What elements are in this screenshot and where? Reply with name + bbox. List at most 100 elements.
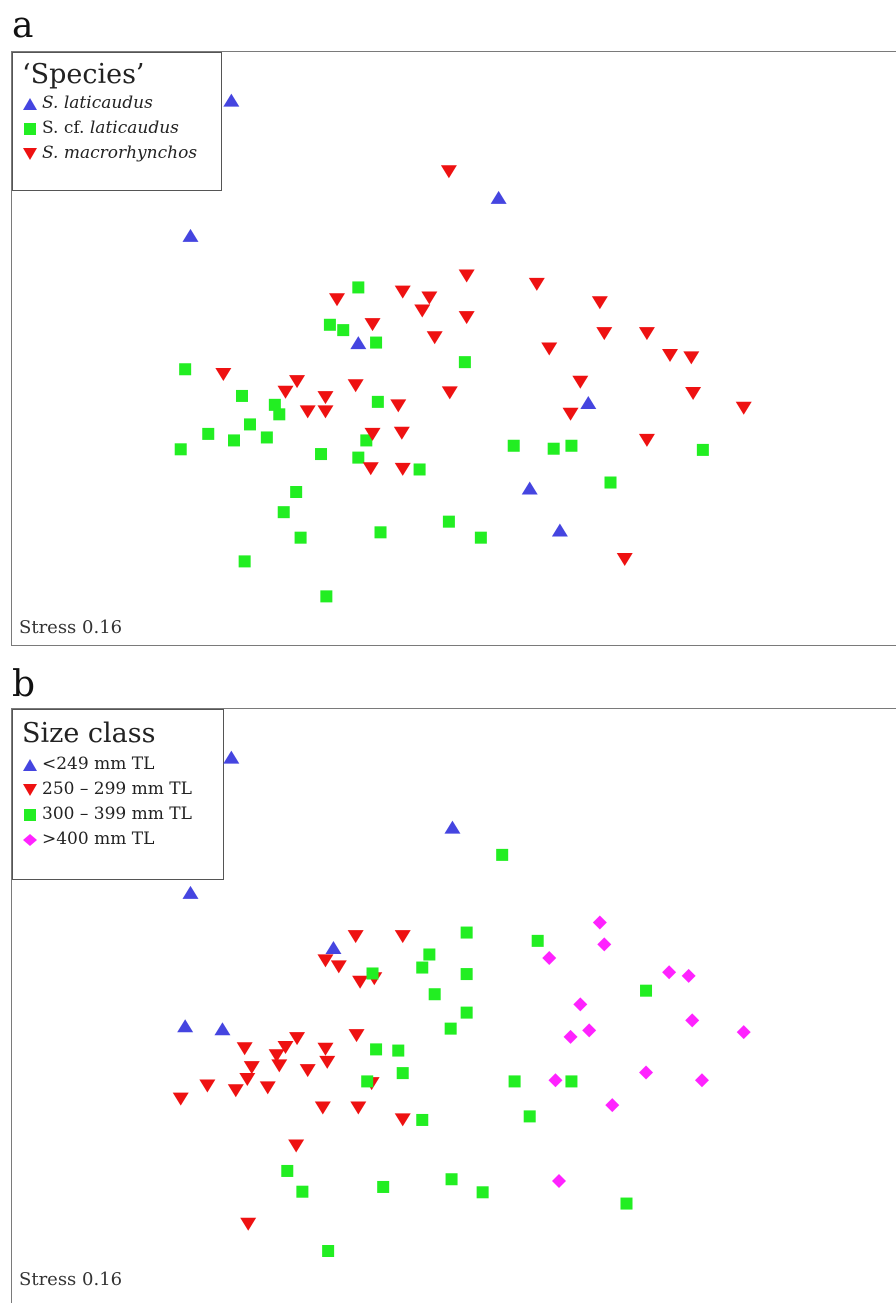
data-point-square [315,448,328,461]
data-point-triangle-down [227,1084,244,1098]
panel-b-legend: Size class <249 mm TL 250 – 299 mm TL 30… [12,709,224,880]
data-point-square [290,486,303,499]
data-point-square [323,318,336,331]
data-point-square [396,1067,409,1080]
data-point-square [320,590,333,603]
data-point-square [337,324,350,337]
data-point-triangle-down [317,954,334,968]
legend-item-size-300-399: 300 – 399 mm TL [22,806,223,823]
data-point-triangle-down [364,427,381,441]
data-point-triangle-down [591,296,608,310]
data-point-triangle-down [347,379,364,393]
data-point-square [476,1186,489,1199]
panel-b-letter: b [12,664,36,705]
panel-b-plot-area: Size class <249 mm TL 250 – 299 mm TL 30… [11,708,896,1303]
data-point-square [281,1164,294,1177]
data-point-square [428,988,441,1001]
data-point-triangle-down [394,930,411,944]
data-point-square [294,531,307,544]
data-point-square [423,948,436,961]
data-point-triangle-down [350,1101,367,1115]
data-point-square [260,431,273,444]
data-point-square [228,434,240,447]
legend-item-size-gt400: >400 mm TL [22,831,223,848]
data-point-square [371,395,384,408]
data-point-triangle-down [562,407,579,421]
legend-item-size-250-299: 250 – 299 mm TL [22,781,223,798]
data-point-square [640,984,653,997]
legend-label: <249 mm TL [42,754,155,774]
data-point-triangle-up [182,228,199,242]
data-point-square [277,506,290,519]
legend-item-size-lt249: <249 mm TL [22,756,223,773]
data-point-diamond [597,937,612,952]
data-point-square [361,1075,374,1088]
panel-a-letter: a [12,5,34,46]
diamond-marker-icon [23,833,37,846]
data-point-triangle-up [182,885,199,899]
panel-b-legend-title: Size class [22,718,156,749]
data-point-triangle-down [458,311,475,325]
data-point-square [243,418,256,431]
data-point-triangle-down [288,1139,305,1153]
data-point-square [531,934,544,947]
data-point-triangle-up [350,336,367,350]
data-point-square [496,848,509,861]
data-point-square [360,434,373,447]
data-point-triangle-down [172,1092,189,1106]
legend-item-s-macrorhynchos: S. macrorhynchos [22,145,221,162]
data-point-triangle-down [299,1064,316,1078]
data-point-triangle-up [325,940,342,954]
data-point-square [238,555,251,568]
data-point-triangle-up [551,523,568,537]
data-point-diamond [548,1073,563,1088]
data-point-square [416,1113,429,1126]
data-point-square [352,451,365,464]
panel-a-plot-area: ‘Species’ S. laticaudus S. cf. laticaudu… [11,51,896,646]
data-point-square [202,427,215,440]
data-point-square [273,408,286,421]
square-marker-icon [24,122,36,135]
data-point-triangle-down [528,277,545,291]
legend-label: 300 – 399 mm TL [42,804,192,824]
data-point-square [474,531,487,544]
data-point-square [547,442,560,455]
data-point-triangle-down [347,930,364,944]
data-point-triangle-up [580,396,597,410]
data-point-triangle-up [490,190,507,204]
data-point-triangle-down [289,375,306,389]
data-point-triangle-down [330,960,347,974]
data-point-triangle-down [414,304,431,318]
data-point-triangle-down [239,1073,256,1087]
data-point-square [235,389,248,402]
data-point-triangle-down [352,975,369,989]
data-point-triangle-down [348,1029,365,1043]
data-point-triangle-up [521,481,538,495]
legend-label: 250 – 299 mm TL [42,779,192,799]
panel-a-legend-title: ‘Species’ [22,59,145,90]
data-point-triangle-down [236,1042,253,1056]
triangle-up-marker-icon [23,758,37,771]
data-point-diamond [573,997,588,1012]
data-point-triangle-down [421,291,438,305]
data-point-square [268,398,281,411]
data-point-square [523,1110,536,1123]
data-point-triangle-down [440,165,457,179]
data-point-square [460,1006,473,1019]
data-point-triangle-down [596,327,613,341]
data-point-diamond [582,1023,597,1038]
data-point-square [442,515,455,528]
legend-item-s-laticaudus: S. laticaudus [22,95,221,112]
data-point-triangle-down [638,327,655,341]
data-point-triangle-down [289,1032,306,1046]
data-point-triangle-down [638,433,655,447]
data-point-diamond [639,1065,654,1080]
data-point-triangle-down [735,401,752,415]
data-point-triangle-up [214,1022,231,1036]
data-point-square [620,1197,633,1210]
data-point-triangle-down [394,285,411,299]
data-point-diamond [685,1013,700,1028]
data-point-triangle-down [390,399,407,413]
legend-label: S. laticaudus [42,93,153,113]
data-point-diamond [736,1025,751,1040]
